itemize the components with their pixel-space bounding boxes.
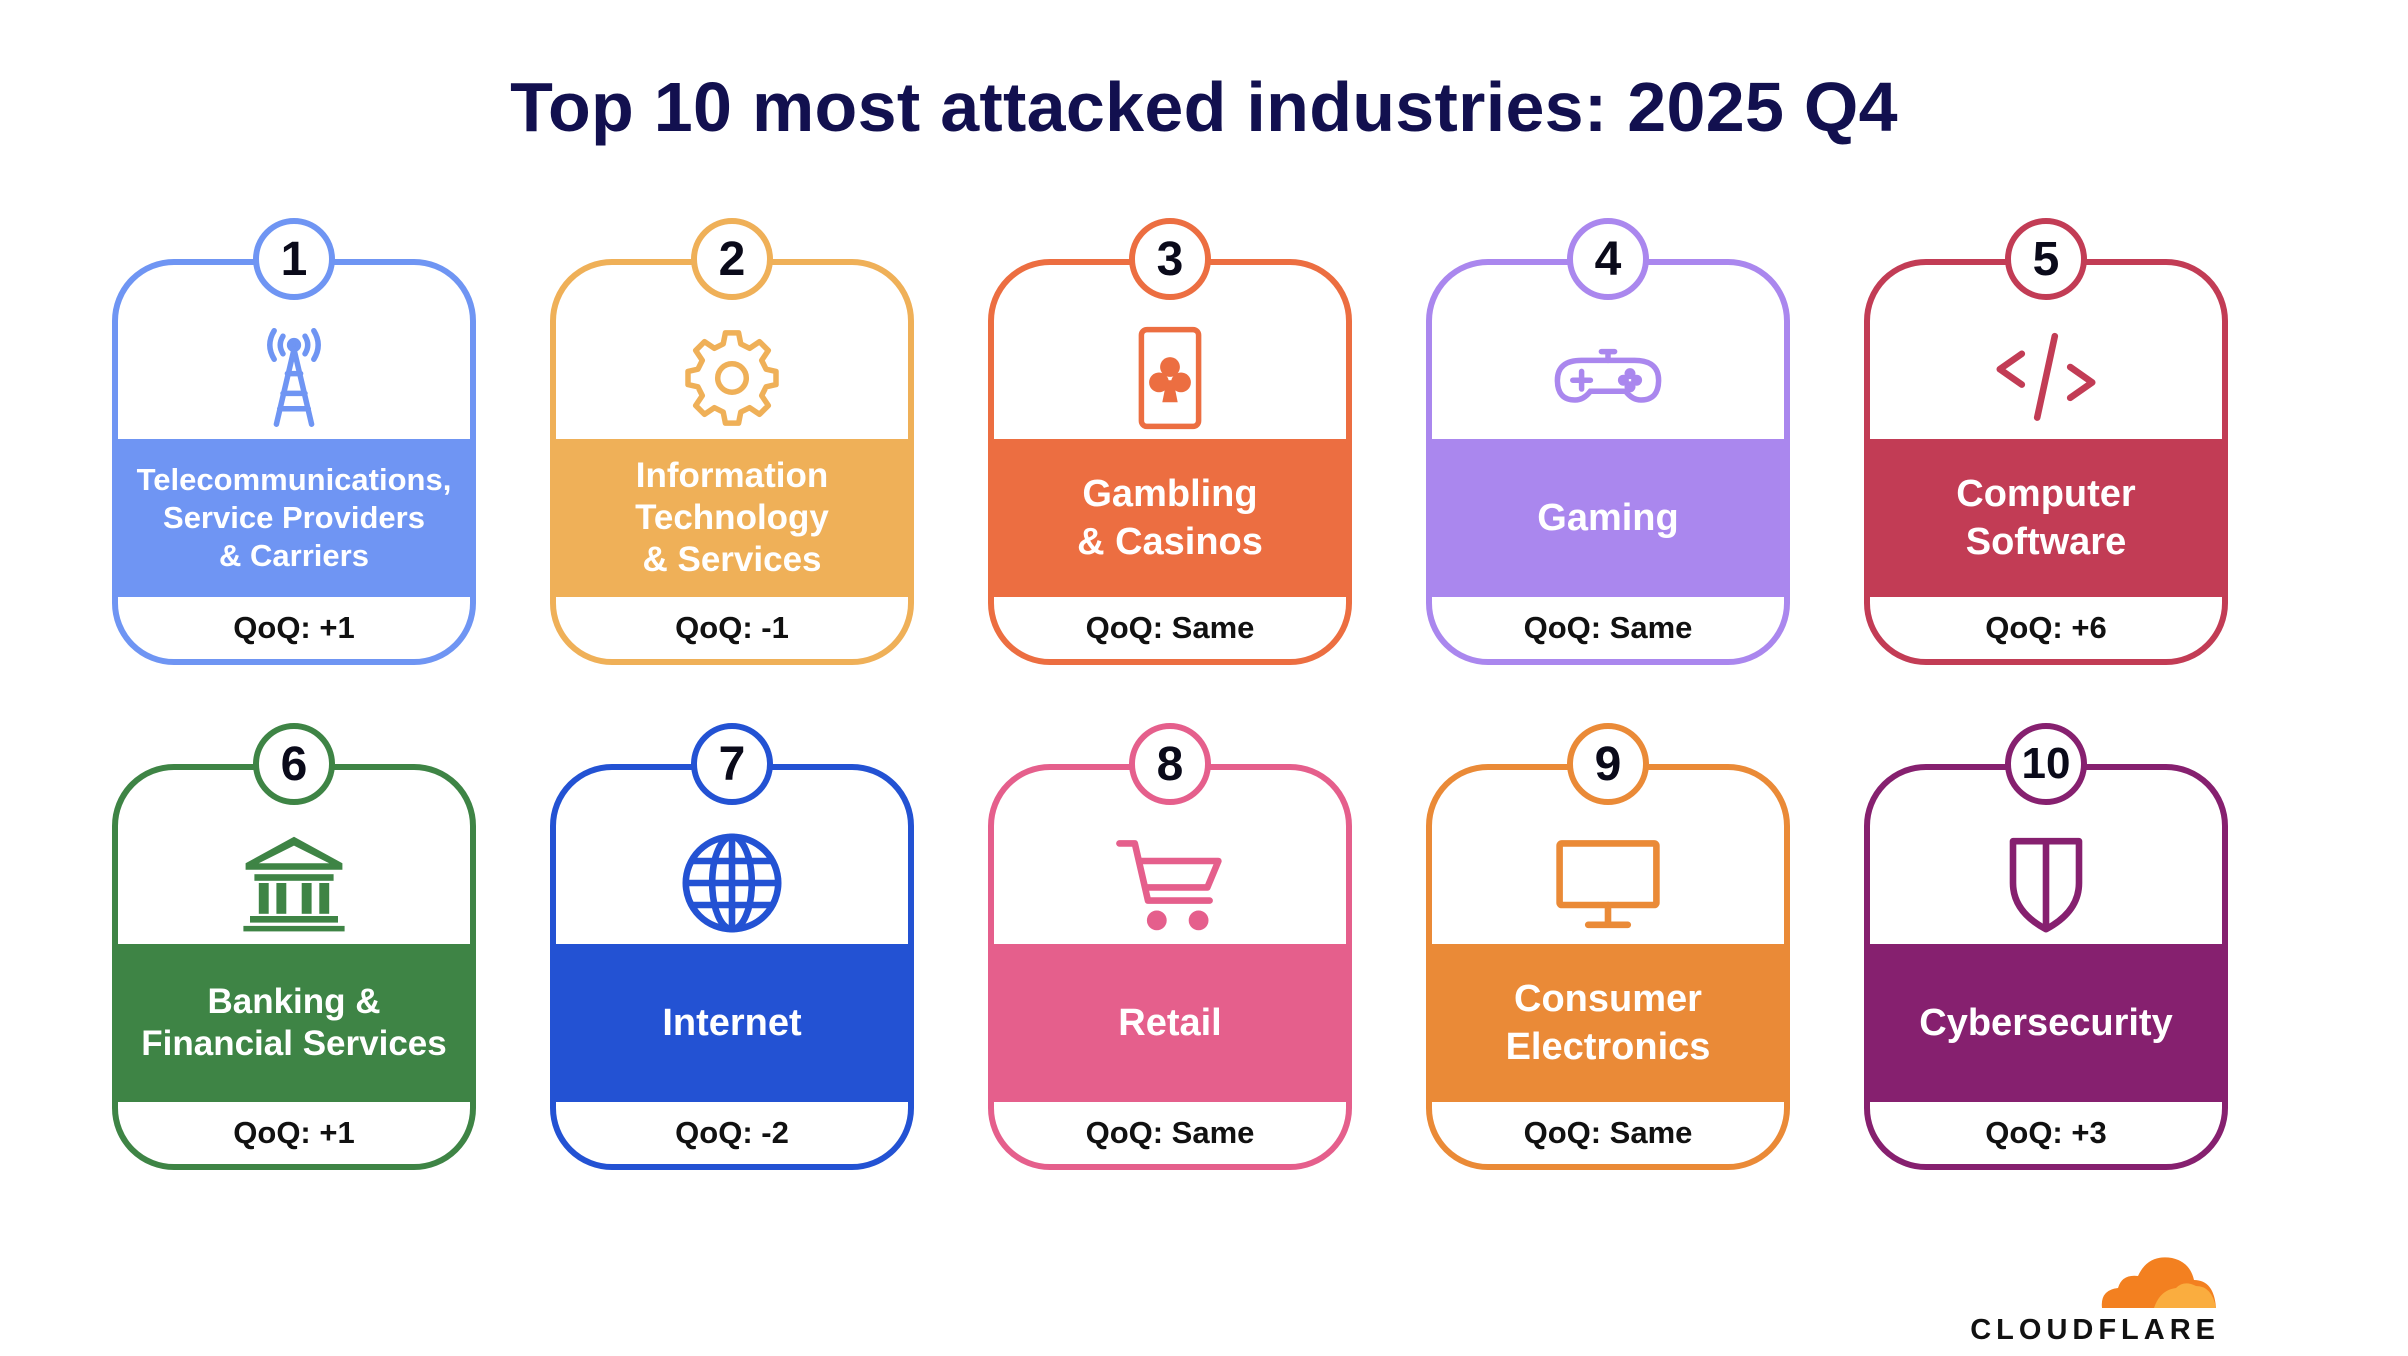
playing-card-icon bbox=[1115, 323, 1225, 433]
qoq-change: QoQ: Same bbox=[1523, 610, 1693, 645]
industry-card-retail: Retail QoQ: Same bbox=[988, 764, 1352, 1170]
industry-label: Internet bbox=[662, 1002, 802, 1044]
rank-badge: 9 bbox=[1567, 723, 1649, 805]
industry-card-gaming: Gaming QoQ: Same bbox=[1426, 259, 1790, 665]
rank-badge: 5 bbox=[2005, 218, 2087, 300]
industry-card-consumer-electronics: Consumer Electronics QoQ: Same bbox=[1426, 764, 1790, 1170]
qoq-change: QoQ: -2 bbox=[675, 1115, 789, 1150]
qoq-change: QoQ: -1 bbox=[675, 610, 789, 645]
industry-card-information-technology: Information Technology & Services QoQ: -… bbox=[550, 259, 914, 665]
industry-label: Cybersecurity bbox=[1919, 1002, 2173, 1044]
industry-card-gambling-casinos: Gambling & Casinos QoQ: Same bbox=[988, 259, 1352, 665]
rank-badge: 3 bbox=[1129, 218, 1211, 300]
industry-label: Computer Software bbox=[1956, 473, 2136, 563]
monitor-icon bbox=[1553, 828, 1663, 938]
cell-tower-icon bbox=[239, 323, 349, 433]
qoq-change: QoQ: +6 bbox=[1985, 610, 2107, 645]
industry-label: Consumer Electronics bbox=[1505, 978, 1711, 1068]
gear-icon bbox=[677, 323, 787, 433]
industry-label: Banking & Financial Services bbox=[141, 982, 447, 1063]
logo-wordmark: CLOUDFLARE bbox=[1970, 1314, 2220, 1346]
rank-badge: 6 bbox=[253, 723, 335, 805]
industry-card-internet: Internet QoQ: -2 bbox=[550, 764, 914, 1170]
qoq-change: QoQ: Same bbox=[1523, 1115, 1693, 1150]
rank-badge: 4 bbox=[1567, 218, 1649, 300]
qoq-change: QoQ: +3 bbox=[1985, 1115, 2107, 1150]
industry-label: Retail bbox=[1118, 1002, 1222, 1044]
code-icon bbox=[1991, 323, 2101, 433]
rank-badge: 2 bbox=[691, 218, 773, 300]
bank-icon bbox=[239, 828, 349, 938]
qoq-change: QoQ: +1 bbox=[233, 1115, 355, 1150]
rank-badge: 10 bbox=[2005, 723, 2087, 805]
rank-badge: 1 bbox=[253, 218, 335, 300]
industry-card-computer-software: Computer Software QoQ: +6 bbox=[1864, 259, 2228, 665]
industry-label: Telecommunications, Service Providers & … bbox=[136, 462, 452, 573]
industry-label: Information Technology & Services bbox=[635, 456, 829, 579]
shield-icon bbox=[1991, 828, 2101, 938]
rank-badge: 8 bbox=[1129, 723, 1211, 805]
qoq-change: QoQ: Same bbox=[1085, 1115, 1255, 1150]
cloud-icon bbox=[2101, 1257, 2216, 1308]
rank-badge: 7 bbox=[691, 723, 773, 805]
shopping-cart-icon bbox=[1115, 828, 1225, 938]
industry-label: Gambling & Casinos bbox=[1077, 473, 1263, 563]
industry-card-banking: Banking & Financial Services QoQ: +1 bbox=[112, 764, 476, 1170]
page-title: Top 10 most attacked industries: 2025 Q4 bbox=[510, 68, 1898, 146]
qoq-change: QoQ: Same bbox=[1085, 610, 1255, 645]
gamepad-icon bbox=[1553, 323, 1663, 433]
industry-label: Gaming bbox=[1537, 497, 1679, 539]
globe-icon bbox=[677, 828, 787, 938]
qoq-change: QoQ: +1 bbox=[233, 610, 355, 645]
industry-card-cybersecurity: Cybersecurity QoQ: +3 bbox=[1864, 764, 2228, 1170]
industry-card-telecommunications: Telecommunications, Service Providers & … bbox=[112, 259, 476, 665]
cloudflare-logo: CLOUDFLARE bbox=[1960, 1250, 2220, 1346]
